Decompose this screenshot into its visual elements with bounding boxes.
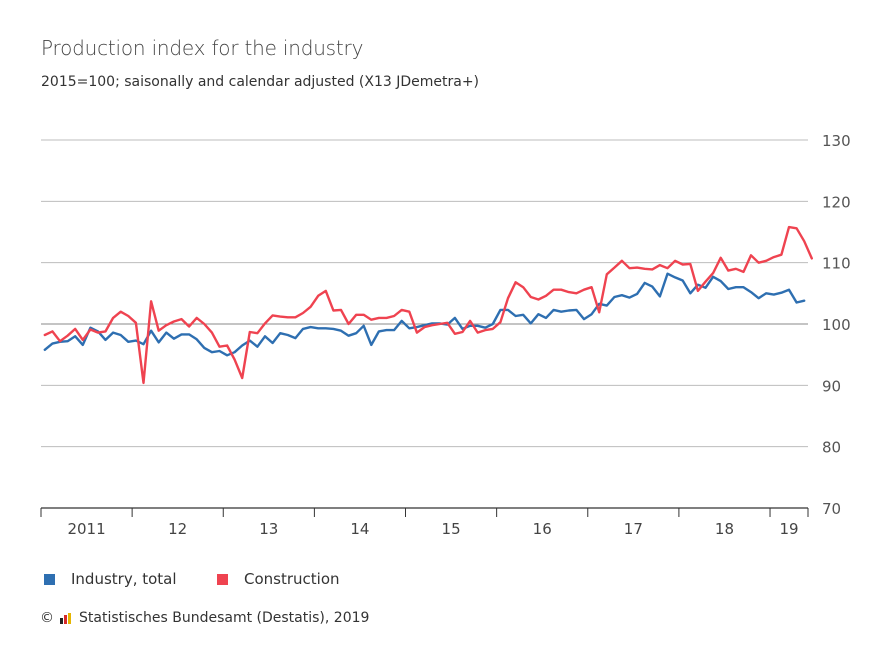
source-text: Statistisches Bundesamt (Destatis), 2019 [79, 610, 370, 626]
chart-subtitle: 2015=100; saisonally and calendar adjust… [41, 74, 480, 90]
series-line-industry-total [43, 272, 806, 357]
legend-label-construction: Construction [244, 570, 340, 588]
copyright-symbol: © [40, 610, 54, 626]
legend-item-industry-total: Industry, total [44, 570, 177, 588]
x-tick-label-2012: 12 [168, 520, 187, 538]
x-tick-label-2019: 19 [779, 520, 798, 538]
x-tick-label-2013: 13 [259, 520, 278, 538]
source-note: © Statistisches Bundesamt (Destatis), 20… [40, 610, 369, 626]
y-tick-label-80: 80 [822, 439, 841, 457]
legend-label-industry-total: Industry, total [71, 570, 177, 588]
x-tick-label-2014: 14 [350, 520, 369, 538]
x-tick-label-2018: 18 [715, 520, 734, 538]
y-tick-label-110: 110 [822, 255, 851, 273]
x-tick-label-2017: 17 [624, 520, 643, 538]
y-tick-label-130: 130 [822, 132, 851, 150]
y-tick-label-90: 90 [822, 377, 841, 395]
legend-swatch-construction [217, 573, 228, 585]
x-tick-label-2011: 2011 [67, 520, 105, 538]
series-line-construction [43, 225, 813, 385]
line-chart: 70 80 90 100 110 120 130 2011 12 13 14 15 16 17 18 19 [40, 132, 851, 538]
destatis-logo-icon [60, 612, 72, 624]
y-tick-label-100: 100 [822, 316, 851, 334]
legend-item-construction: Construction [217, 570, 340, 588]
y-tick-label-120: 120 [822, 193, 851, 211]
y-tick-label-70: 70 [822, 500, 841, 518]
legend-swatch-industry-total [44, 573, 55, 585]
x-tick-label-2016: 16 [533, 520, 552, 538]
x-tick-label-2015: 15 [442, 520, 461, 538]
chart-title: Production index for the industry [41, 36, 364, 60]
